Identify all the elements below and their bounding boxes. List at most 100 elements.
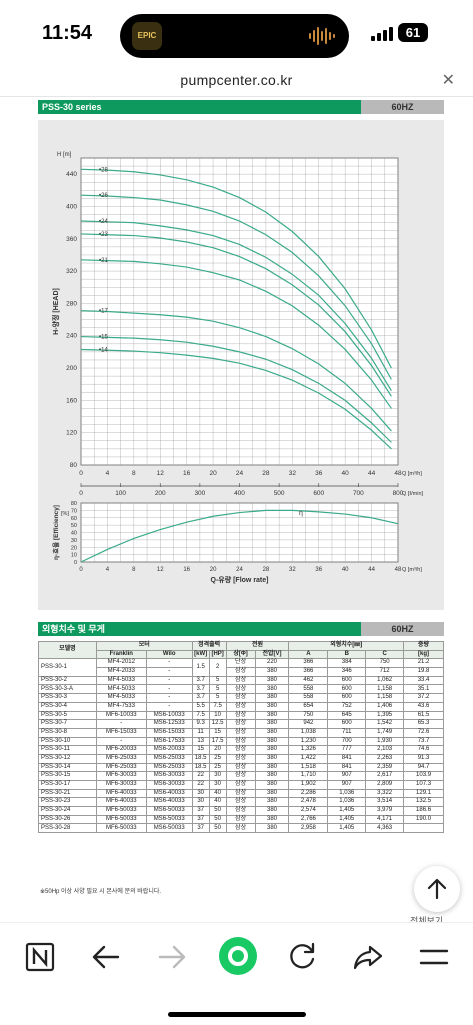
- table-body: PSS-30-1 MF4-2012-1.5 2 단상 220 366 384 750 21.2 M…: [38, 658, 444, 834]
- table-cell-wilo: MS6-17533: [145, 736, 193, 747]
- table-cell-a: 2,286: [288, 788, 329, 799]
- table-cell-kw: 3.7: [191, 675, 210, 686]
- table-cell-a: 654: [288, 701, 329, 712]
- forward-arrow-icon[interactable]: [154, 939, 190, 975]
- series-label-26: •26: [99, 193, 108, 199]
- table-cell-kg: 33.4: [403, 675, 444, 686]
- x-tick-label: 44: [368, 470, 376, 477]
- section-header-table: 외형치수 및 무게 60HZ: [38, 622, 444, 636]
- footnote: ※50Hp 이상 사양 필요 시 본사에 문의 바랍니다.: [40, 889, 162, 895]
- table-cell-kw: 1.5: [191, 658, 210, 677]
- x-tick-label: 32: [289, 470, 297, 477]
- table-cell-a: 1,326: [288, 745, 329, 755]
- table-cell-kg: 37.2: [403, 693, 444, 703]
- table-cell-volt: 380: [254, 675, 290, 686]
- table-cell-franklin: MF6-50033: [95, 814, 147, 825]
- table-cell-phase: 삼상: [225, 797, 256, 808]
- table-cell-wilo: MS6-50033: [145, 814, 193, 825]
- dynamic-island[interactable]: EPIC: [120, 14, 349, 58]
- x-tick-label: 0: [79, 470, 83, 477]
- table-cell-hp: 40: [208, 797, 227, 808]
- efficiency-curve-label: η: [299, 510, 303, 517]
- table-cell-b: 346: [327, 667, 367, 677]
- table-cell-kw: 5.5: [191, 701, 210, 712]
- table-cell-model: PSS-30-28: [38, 823, 97, 834]
- y-tick-label: 160: [66, 397, 77, 404]
- table-cell-b: 1,036: [327, 797, 367, 808]
- table-cell-kg: 107.3: [403, 780, 444, 790]
- url-bar[interactable]: pumpcenter.co.kr ✕: [0, 66, 473, 96]
- table-cell-franklin: MF6-15033: [95, 727, 147, 738]
- url-text[interactable]: pumpcenter.co.kr: [180, 72, 293, 88]
- table-cell-model: PSS-30-23: [38, 797, 97, 808]
- table-cell-c: 1,062: [365, 675, 405, 686]
- secondary-tick-label: 200: [155, 490, 166, 497]
- table-cell-volt: 380: [254, 684, 290, 695]
- table-row: PSS-30-12 MF6-25033 MS6-25033 18.5 25 삼상 380 1,…: [38, 753, 444, 764]
- table-cell-franklin: MF6-40033: [95, 797, 147, 808]
- close-icon[interactable]: ✕: [441, 72, 455, 89]
- table-cell-phase: 삼상: [225, 675, 256, 686]
- efficiency-x-tick-label: 28: [263, 567, 270, 573]
- back-arrow-icon[interactable]: [88, 939, 124, 975]
- table-row: MF4-2033- 삼상 380 366 346 712 19.8: [39, 667, 444, 677]
- green-dot-menu-icon[interactable]: [217, 935, 259, 977]
- table-cell-model: PSS-30-24: [38, 806, 97, 816]
- battery-indicator: 61: [398, 23, 428, 42]
- table-cell-volt: 220: [254, 658, 290, 669]
- secondary-tick-label: 400: [234, 490, 245, 497]
- secondary-tick-label: 500: [274, 490, 285, 497]
- table-row: PSS-30-2 MF4-5033-3.7 5 삼상 380 462 600 1,062 33.…: [38, 675, 444, 686]
- view-all-link[interactable]: 전체보기: [410, 916, 444, 926]
- header-hp: [HP]: [208, 649, 227, 660]
- series-label-28: •28: [99, 167, 108, 173]
- table-cell-c: 3,322: [365, 788, 405, 799]
- table-cell-franklin: MF4-5033: [95, 693, 147, 703]
- hamburger-menu-icon[interactable]: [416, 939, 452, 975]
- table-cell-b: 1,405: [327, 823, 367, 834]
- table-cell-franklin: MF4-7533: [95, 701, 147, 712]
- table-cell-c: 2,263: [365, 753, 405, 764]
- table-cell-franklin: MF4-2012: [95, 658, 147, 669]
- naver-home-icon[interactable]: [22, 939, 58, 975]
- series-label-21: •21: [99, 258, 108, 264]
- table-cell-wilo: MS6-20033: [145, 745, 193, 755]
- table-cell-b: 711: [327, 727, 367, 738]
- table-cell-b: 907: [327, 780, 367, 790]
- efficiency-line: [80, 509, 399, 563]
- table-cell-kw: 37: [191, 806, 210, 816]
- table-cell-volt: 380: [254, 667, 290, 677]
- table-cell-wilo: MS6-40033: [145, 797, 193, 808]
- x-axis-label: Q-유량 [Flow rate]: [211, 575, 269, 584]
- table-cell-phase: 단상: [225, 658, 256, 669]
- x-tick-label: 20: [209, 470, 217, 477]
- table-cell-wilo: MS6-30033: [145, 771, 193, 781]
- share-icon[interactable]: [350, 939, 386, 975]
- table-cell-kg: 65.3: [403, 719, 444, 729]
- table-cell-kg: 91.3: [403, 753, 444, 764]
- table-cell-volt: 380: [254, 753, 290, 764]
- table-cell-c: 1,930: [365, 736, 405, 747]
- header-wilo: Wilo: [145, 649, 193, 660]
- table-cell-franklin: MF6-50033: [95, 806, 147, 816]
- table-cell-c: 3,514: [365, 797, 405, 808]
- status-time: 11:54: [42, 22, 93, 44]
- table-cell-kw: 30: [191, 788, 210, 799]
- table-cell-b: 600: [327, 684, 367, 695]
- table-cell-phase: 삼상: [225, 823, 256, 834]
- table-cell-a: 1,038: [288, 727, 329, 738]
- series-line-21: [80, 259, 392, 409]
- efficiency-tick-label: 40: [71, 531, 77, 537]
- scroll-to-top-button[interactable]: [414, 866, 460, 912]
- table-cell-hp: 50: [208, 823, 227, 834]
- table-cell-model: PSS-30-2: [38, 675, 97, 686]
- efficiency-tick-label: 10: [71, 553, 77, 559]
- y-tick-label: 280: [66, 300, 77, 307]
- table-cell-b: 752: [327, 701, 367, 712]
- table-cell-wilo: MS6-12533: [145, 719, 193, 729]
- table-cell-model: PSS-30-15: [38, 771, 97, 781]
- table-cell-a: 2,478: [288, 797, 329, 808]
- table-cell-hp: 12.5: [208, 719, 227, 729]
- refresh-icon[interactable]: [284, 939, 320, 975]
- y-tick-label: 320: [66, 268, 77, 275]
